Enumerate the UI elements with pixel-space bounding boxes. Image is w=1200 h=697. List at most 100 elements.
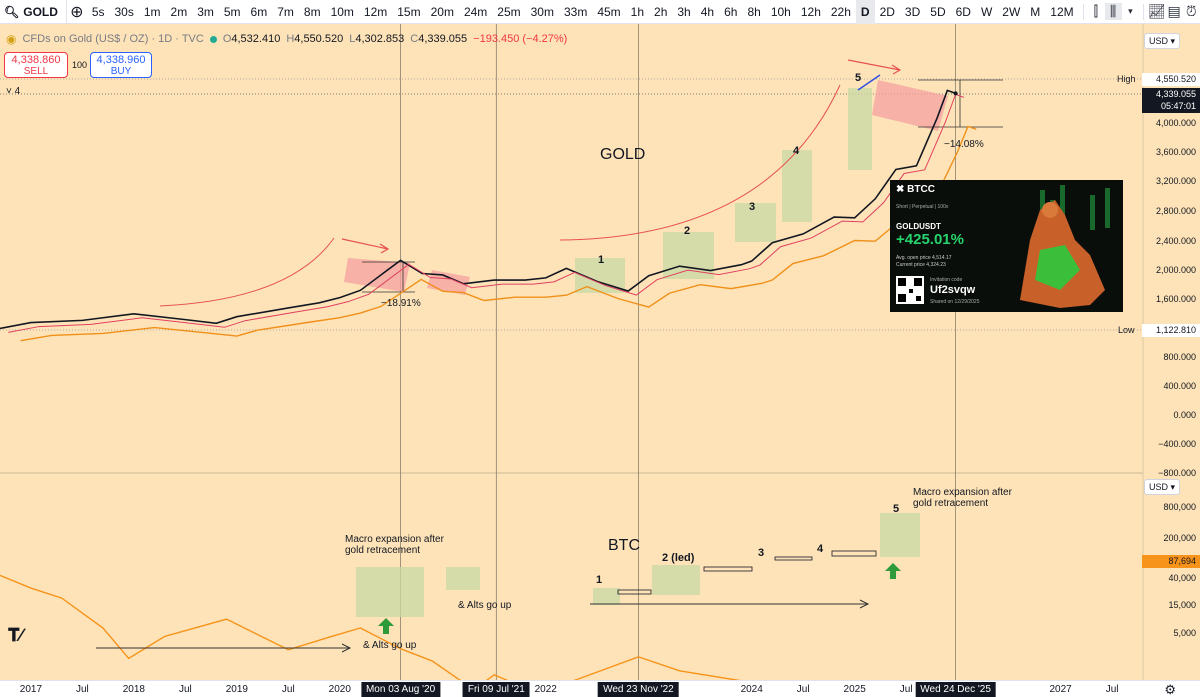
high-marker-value: 4,550.520 bbox=[1142, 73, 1200, 86]
btc-price-tick: 200,000 bbox=[1163, 533, 1196, 543]
candles-icon[interactable]: ⫼ bbox=[1104, 3, 1122, 20]
time-tick: Jul bbox=[796, 684, 810, 695]
timeframe-6m[interactable]: 6m bbox=[250, 4, 268, 19]
gold-price-line bbox=[0, 89, 956, 330]
btc-price-tick: 800,000 bbox=[1163, 502, 1196, 512]
timeframe-12M[interactable]: 12M bbox=[1050, 4, 1074, 19]
currency-select[interactable]: USD ▾ bbox=[1144, 33, 1180, 49]
layout-icon[interactable]: ▤ bbox=[1167, 3, 1181, 19]
timeframe-2W[interactable]: 2W bbox=[1002, 4, 1021, 19]
timeframe-22h[interactable]: 22h bbox=[830, 4, 851, 19]
timeframe-12h[interactable]: 12h bbox=[800, 4, 821, 19]
btc-price-axis[interactable]: 800,000 200,000 40,000 15,000 5,000 bbox=[1142, 0, 1200, 680]
buy-button[interactable]: 4,338.960 BUY bbox=[90, 52, 152, 78]
alert-icon[interactable]: ⏰︎ bbox=[1185, 3, 1197, 19]
timeframe-12m[interactable]: 12m bbox=[363, 4, 388, 19]
timeframe-3D[interactable]: 3D bbox=[904, 4, 921, 19]
time-cursor-label: Wed 24 Dec '25 bbox=[915, 682, 996, 697]
timeframe-10h[interactable]: 10h bbox=[770, 4, 791, 19]
timeframe-1h[interactable]: 1h bbox=[630, 4, 645, 19]
time-cursor-label: Mon 03 Aug '20 bbox=[360, 682, 441, 697]
timeframe-30s[interactable]: 30s bbox=[114, 4, 134, 19]
ma-long-line bbox=[20, 125, 977, 342]
change-value: −193.450 (−4.27%) bbox=[473, 33, 568, 45]
timeframe-5m[interactable]: 5m bbox=[223, 4, 241, 19]
alts-note-1: & Alts go up bbox=[458, 600, 512, 611]
btc-currency-select[interactable]: USD ▾ bbox=[1144, 479, 1180, 495]
time-tick: 2017 bbox=[19, 684, 43, 695]
shared-date: Shared on 12/29/2025 bbox=[930, 299, 980, 305]
timeframe-W[interactable]: W bbox=[980, 4, 993, 19]
trend-arrow bbox=[96, 643, 352, 653]
timeframe-5s[interactable]: 5s bbox=[91, 4, 105, 19]
timeframe-15m[interactable]: 15m bbox=[397, 4, 421, 19]
indicators-toggle[interactable]: ˅ 4 bbox=[6, 86, 20, 97]
chevron-down-icon: ˅ bbox=[6, 86, 12, 97]
time-tick: Jul bbox=[75, 684, 89, 695]
tradingview-logo[interactable]: 𝐓∕ bbox=[8, 625, 23, 645]
quantity-value[interactable]: 100 bbox=[72, 60, 88, 70]
timeframe-8h[interactable]: 8h bbox=[747, 4, 761, 19]
time-tick: Jul bbox=[899, 684, 913, 695]
price-tick: 3,200.000 bbox=[1155, 176, 1196, 186]
current-price: Current price 4,324.23 bbox=[896, 262, 946, 268]
wave-zone bbox=[663, 232, 714, 279]
time-tick: Jul bbox=[281, 684, 295, 695]
timeframe-6D[interactable]: 6D bbox=[955, 4, 971, 19]
timeframe-25m[interactable]: 25m bbox=[497, 4, 521, 19]
time-tick: 2020 bbox=[328, 684, 351, 695]
search-icon: 🔍︎ bbox=[4, 4, 20, 19]
high-value: 4,550.520 bbox=[294, 33, 344, 45]
timeframe-6h[interactable]: 6h bbox=[724, 4, 738, 19]
time-axis[interactable]: ⚙ 2017 Jul 2018 Jul 2019 Jul 2020 2022 2024 Jul 20… bbox=[0, 680, 1200, 697]
chevron-down-icon[interactable]: ▾ bbox=[1128, 6, 1133, 16]
currency-label: USD bbox=[1149, 36, 1169, 46]
timeframe-45m[interactable]: 45m bbox=[597, 4, 621, 19]
timeframe-5D[interactable]: 5D bbox=[930, 4, 946, 19]
bull-illustration bbox=[890, 180, 1123, 312]
symbol-label: GOLD bbox=[23, 4, 58, 19]
time-tick: 2025 bbox=[843, 684, 866, 695]
timeframe-3h[interactable]: 3h bbox=[677, 4, 691, 19]
gear-icon[interactable]: ⚙ bbox=[1164, 682, 1176, 697]
timeframe-30m[interactable]: 30m bbox=[530, 4, 554, 19]
market-status-icon bbox=[209, 35, 217, 43]
timeframe-7m[interactable]: 7m bbox=[277, 4, 294, 19]
price-tick: 3,600.000 bbox=[1155, 147, 1196, 157]
timeframe-2m[interactable]: 2m bbox=[170, 4, 188, 19]
wave-zone bbox=[446, 567, 480, 590]
compare-symbol-button[interactable]: ⊕ bbox=[70, 3, 84, 21]
timeframe-8m[interactable]: 8m bbox=[303, 4, 321, 19]
trend-arc bbox=[559, 84, 841, 241]
timeframe-M[interactable]: M bbox=[1030, 4, 1041, 19]
range-box bbox=[617, 589, 652, 595]
brand-name: BTCC bbox=[907, 184, 935, 195]
timeframe-3m[interactable]: 3m bbox=[197, 4, 214, 19]
symbol-search[interactable]: 🔍︎ GOLD bbox=[0, 0, 67, 24]
indicators-icon[interactable]: 📈︎ bbox=[1147, 3, 1166, 19]
time-tick: 2018 bbox=[122, 684, 145, 695]
price-tick: 2,400.000 bbox=[1155, 236, 1196, 246]
timeframe-2D[interactable]: 2D bbox=[879, 4, 895, 19]
price-tick: 800.000 bbox=[1163, 352, 1196, 362]
timeframe-4h[interactable]: 4h bbox=[700, 4, 715, 19]
gold-price-axis[interactable]: 4,000.000 3,600.000 3,200.000 2,800.000 2,40… bbox=[1142, 0, 1200, 478]
timeframe-1m[interactable]: 1m bbox=[143, 4, 161, 19]
sell-button[interactable]: 4,338.860 SELL bbox=[4, 52, 68, 78]
price-tick: −400.000 bbox=[1158, 439, 1196, 449]
low-label: L bbox=[349, 33, 356, 45]
open-value: 4,532.410 bbox=[231, 33, 281, 45]
btc-price-tick: 40,000 bbox=[1168, 573, 1196, 583]
timeframe-2h[interactable]: 2h bbox=[654, 4, 668, 19]
timeframe-20m[interactable]: 20m bbox=[430, 4, 454, 19]
timeframe-33m[interactable]: 33m bbox=[563, 4, 588, 19]
invite-code: Uf2svqw bbox=[930, 284, 976, 296]
invite-label: Invitation code bbox=[930, 277, 963, 283]
timeframe-D[interactable]: D bbox=[855, 0, 875, 24]
wave-zone bbox=[782, 150, 812, 222]
bar-style-icon[interactable]: ⫿ bbox=[1093, 3, 1099, 19]
wave-zone bbox=[848, 88, 872, 170]
timeframe-24m[interactable]: 24m bbox=[463, 4, 488, 19]
timeframe-10m[interactable]: 10m bbox=[330, 4, 354, 19]
